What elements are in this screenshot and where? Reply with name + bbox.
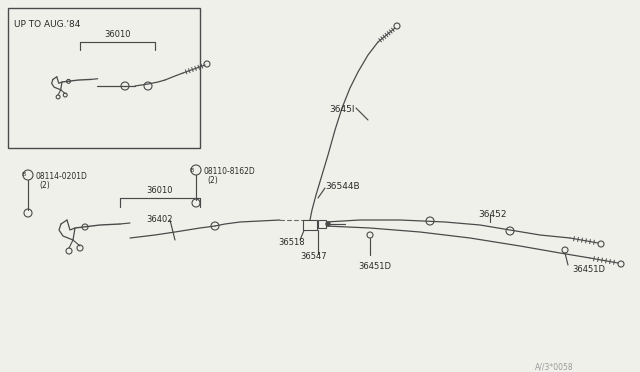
Text: 36010: 36010 bbox=[147, 186, 173, 195]
Text: 36010: 36010 bbox=[104, 30, 131, 39]
Text: 36451D: 36451D bbox=[358, 262, 391, 271]
Text: 36402: 36402 bbox=[147, 215, 173, 224]
Text: UP TO AUG.'84: UP TO AUG.'84 bbox=[14, 20, 81, 29]
Circle shape bbox=[326, 222, 330, 226]
Text: B: B bbox=[190, 167, 194, 173]
Text: 36547: 36547 bbox=[300, 252, 326, 261]
Bar bbox=[8, 8, 200, 148]
Text: 36452: 36452 bbox=[478, 210, 506, 219]
Text: (2): (2) bbox=[207, 176, 218, 185]
Text: 36518: 36518 bbox=[278, 238, 305, 247]
Text: 3645I: 3645I bbox=[330, 105, 355, 114]
Text: 08110-8162D: 08110-8162D bbox=[203, 167, 255, 176]
Text: B: B bbox=[22, 173, 26, 177]
Bar bbox=[318, 220, 326, 228]
Text: A//3*0058: A//3*0058 bbox=[535, 362, 573, 371]
Text: (2): (2) bbox=[39, 181, 50, 190]
Text: 08114-0201D: 08114-0201D bbox=[35, 172, 87, 181]
Text: 36451D: 36451D bbox=[572, 265, 605, 274]
Text: 36544B: 36544B bbox=[325, 182, 360, 191]
Bar bbox=[303, 220, 317, 230]
